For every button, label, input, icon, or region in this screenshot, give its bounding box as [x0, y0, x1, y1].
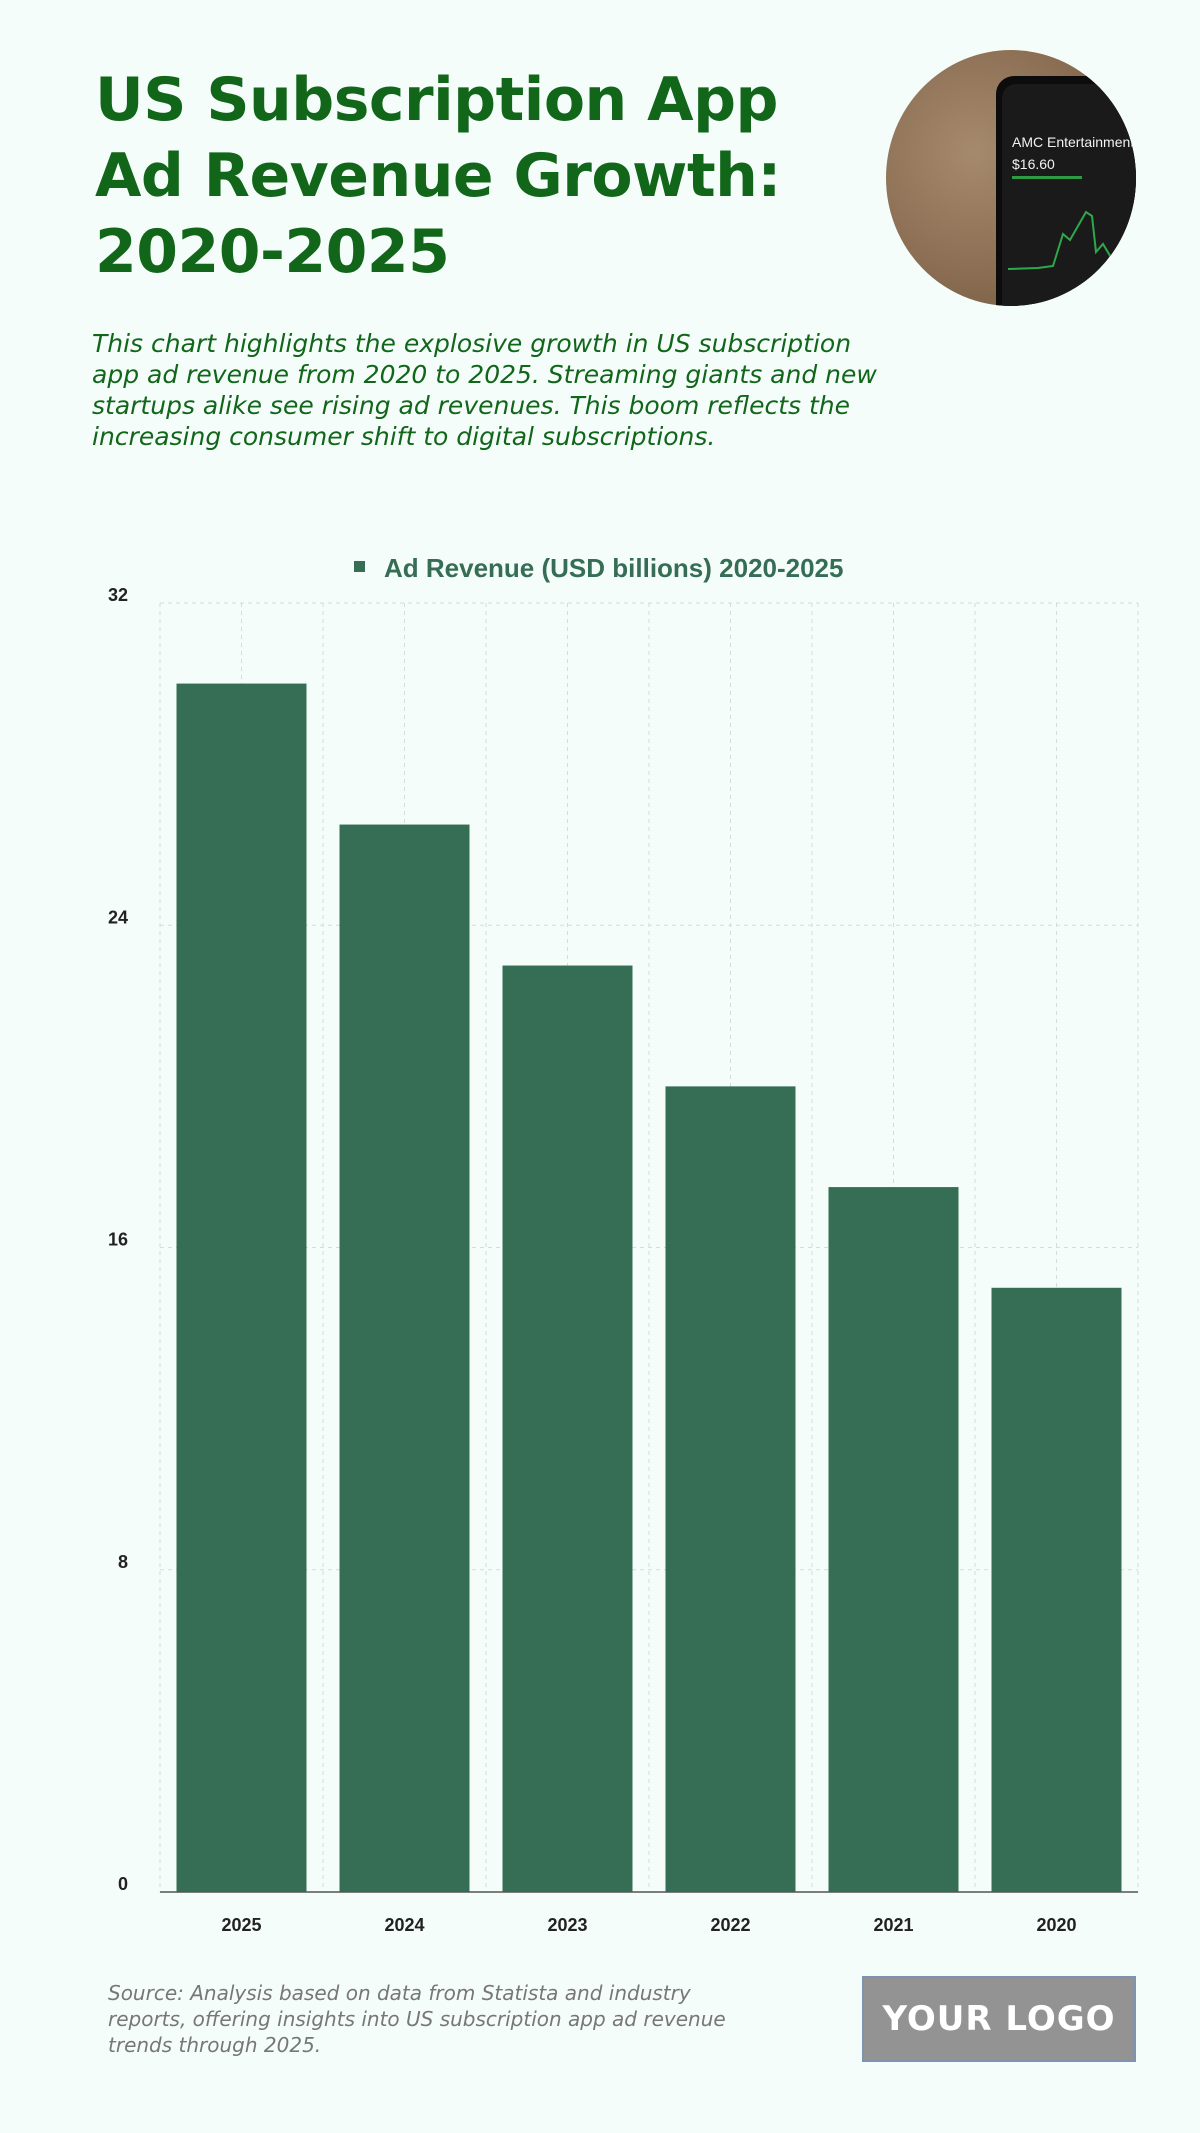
bar — [665, 1086, 796, 1892]
source-note: Source: Analysis based on data from Stat… — [108, 1981, 726, 2057]
phone-device: AMC Entertainment $16.60 — [996, 76, 1136, 306]
bar — [176, 683, 307, 1892]
bar-chart: 0 8 16 24 32 2025 2024 2023 2022 2021 2020 Ad Reve… — [108, 553, 1139, 1935]
phone-stock-chart — [1008, 210, 1118, 270]
y-tick-label: 32 — [108, 585, 128, 605]
phone-stock-name: AMC Entertainment — [1012, 134, 1135, 150]
bar — [828, 1187, 959, 1892]
y-tick-label: 16 — [108, 1230, 128, 1250]
phone-photo: AMC Entertainment $16.60 — [886, 50, 1136, 306]
phone-change-bar — [1012, 176, 1082, 179]
logo-placeholder: YOUR LOGO — [862, 1976, 1136, 2062]
phone-screen: AMC Entertainment $16.60 — [1002, 84, 1136, 306]
x-tick-label: 2023 — [547, 1915, 587, 1935]
legend-swatch — [354, 561, 365, 572]
chart-subtitle: This chart highlights the explosive grow… — [92, 329, 877, 451]
bar — [502, 965, 633, 1892]
x-tick-label: 2025 — [221, 1915, 261, 1935]
x-tick-label: 2022 — [710, 1915, 750, 1935]
bar — [339, 824, 470, 1892]
y-tick-label: 0 — [118, 1874, 128, 1894]
legend-label: Ad Revenue (USD billions) 2020-2025 — [384, 553, 843, 583]
y-tick-label: 24 — [108, 907, 128, 927]
chart-title: US Subscription App Ad Revenue Growth: 2… — [95, 65, 781, 287]
x-tick-label: 2024 — [384, 1915, 424, 1935]
x-tick-label: 2020 — [1036, 1915, 1076, 1935]
phone-stock-price: $16.60 — [1012, 156, 1055, 172]
y-tick-label: 8 — [118, 1552, 128, 1572]
x-tick-label: 2021 — [873, 1915, 913, 1935]
bar — [991, 1287, 1122, 1892]
